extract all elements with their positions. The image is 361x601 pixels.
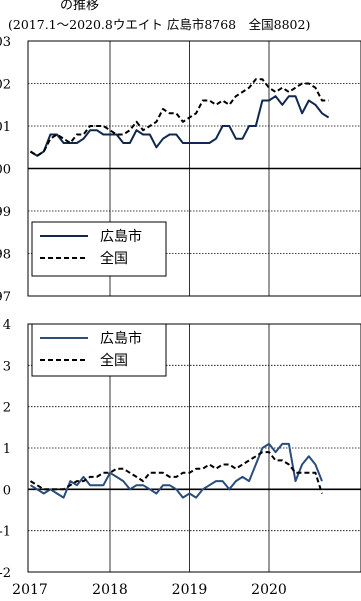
y-tick-label: 101: [0, 120, 11, 135]
y-tick-label: 100: [0, 163, 11, 178]
chart-title-fragment: の推移: [60, 0, 99, 13]
legend-label: 広島市: [100, 228, 142, 245]
legend-box: [31, 323, 167, 377]
y-tick-label: 97: [0, 290, 11, 305]
y-tick-label: 0: [3, 483, 11, 498]
y-tick-label: 3: [3, 359, 11, 374]
y-tick-label: 4: [3, 318, 11, 333]
x-tick-label: 2017: [12, 582, 48, 598]
series-line-hiroshima: [29, 442, 323, 499]
series-line-hiroshima: [29, 95, 330, 157]
legend-label: 広島市: [100, 330, 142, 347]
y-tick-label: 99: [0, 205, 11, 220]
y-tick-label: 1: [3, 442, 11, 457]
x-tick-label: 2019: [172, 582, 208, 598]
x-tick-label: 2020: [251, 582, 287, 598]
legend-label: 全国: [100, 352, 128, 369]
y-tick-label: 98: [0, 248, 11, 263]
series-line-national: [29, 78, 329, 157]
legend-label: 全国: [100, 250, 128, 267]
y-tick-label: 103: [0, 35, 11, 50]
y-tick-label: -2: [0, 566, 11, 581]
y-tick-label: 2: [3, 401, 11, 416]
chart-subtitle: (2017.1～2020.8ウエイト 広島市8768 全国8802): [8, 17, 310, 32]
y-tick-label: 102: [0, 78, 11, 93]
y-tick-label: -1: [0, 525, 11, 540]
x-tick-label: 2018: [92, 582, 128, 598]
legend-box: [31, 221, 167, 277]
series-line-national: [29, 451, 323, 494]
